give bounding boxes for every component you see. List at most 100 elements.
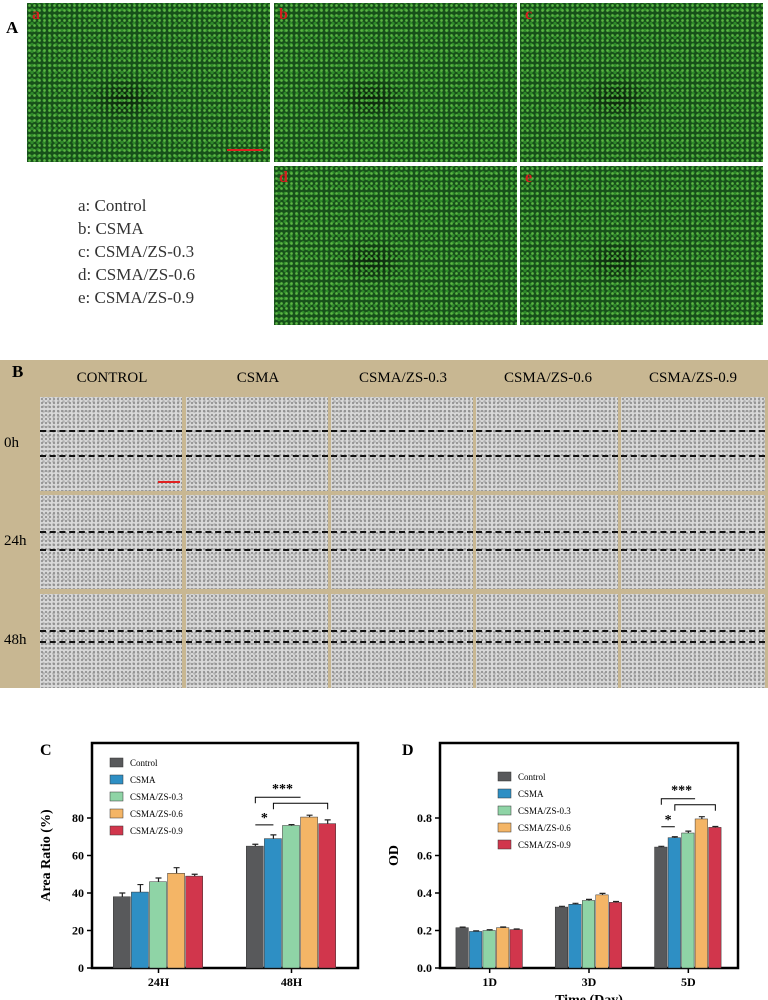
- column-header: CSMA/ZS-0.6: [504, 370, 592, 386]
- annotation: ***: [272, 782, 293, 797]
- wound-edge: [621, 430, 765, 432]
- wound-edge: [621, 455, 765, 457]
- error-bar: [486, 929, 493, 931]
- brightfield-image: [331, 594, 473, 688]
- wound-edge: [331, 531, 473, 533]
- bar: [469, 931, 483, 969]
- bar: [318, 823, 336, 969]
- legend-label: CSMA: [518, 789, 544, 799]
- wound-edge: [40, 455, 182, 457]
- legend-swatch: [109, 825, 124, 836]
- image-label: a: [32, 6, 40, 23]
- y-tick-label: 60: [72, 849, 84, 863]
- bar: [113, 896, 131, 969]
- column-header: CONTROL: [76, 370, 148, 386]
- wound-edge: [621, 531, 765, 533]
- legend-label: Control: [130, 758, 158, 768]
- y-tick-label: 20: [72, 924, 84, 938]
- error-bar: [599, 892, 606, 895]
- charts: C 0 20 40 60 80 Area Ratio (%) 24H 48H Control CSM…: [39, 741, 740, 1000]
- brightfield-image: [40, 594, 182, 688]
- bar: [496, 927, 510, 969]
- wound-edge: [186, 641, 328, 643]
- bar: [246, 845, 264, 969]
- bar: [300, 816, 318, 969]
- panel-label: B: [12, 362, 24, 381]
- error-bar: [306, 814, 313, 818]
- legend-label: CSMA/ZS-0.6: [130, 809, 183, 819]
- panel-label: D: [402, 742, 414, 759]
- bar: [554, 906, 568, 969]
- wound-edge: [476, 455, 618, 457]
- wound-edge: [186, 430, 328, 432]
- wound-edge: [331, 549, 473, 551]
- x-tick-label: 48H: [281, 975, 303, 989]
- error-bar: [513, 928, 520, 930]
- annotation: *: [261, 811, 268, 826]
- wound-edge: [621, 641, 765, 643]
- brightfield-image: [40, 397, 182, 491]
- wound-edge: [40, 549, 182, 551]
- brightfield-image: [186, 397, 328, 491]
- wound-edge: [476, 430, 618, 432]
- bar: [708, 827, 722, 969]
- error-bar: [324, 819, 331, 824]
- error-bar: [252, 843, 259, 847]
- panel-label: C: [40, 742, 52, 759]
- row-label: 24h: [4, 533, 27, 549]
- row-label: 48h: [4, 632, 27, 648]
- y-tick-label: 0.6: [417, 849, 432, 863]
- bar: [482, 930, 496, 969]
- brightfield-image: [186, 594, 328, 688]
- legend-swatch: [109, 774, 124, 785]
- legend-text: a: Control: [78, 196, 147, 215]
- wound-edge: [40, 430, 182, 432]
- bar: [455, 927, 469, 969]
- legend-label: CSMA/ZS-0.9: [518, 840, 571, 850]
- wound-edge: [331, 641, 473, 643]
- annotation: *: [665, 813, 672, 828]
- brightfield-image: [621, 397, 765, 491]
- error-bar: [500, 926, 507, 928]
- bar: [609, 902, 623, 969]
- wound-edge: [40, 641, 182, 643]
- x-tick-label: 5D: [681, 975, 696, 989]
- bar: [694, 818, 708, 969]
- legend-text: e: CSMA/ZS-0.9: [78, 288, 195, 307]
- error-bar: [288, 823, 295, 826]
- error-bar: [558, 905, 565, 908]
- wound-edge: [476, 531, 618, 533]
- wound-edge: [621, 549, 765, 551]
- error-bar: [137, 883, 144, 893]
- y-tick-label: 0.4: [417, 886, 432, 900]
- bar: [667, 837, 681, 969]
- error-bar: [572, 902, 579, 905]
- image-label: b: [279, 6, 288, 23]
- legend-label: Control: [518, 772, 546, 782]
- legend-label: CSMA/ZS-0.9: [130, 826, 183, 836]
- fluorescence-image: c: [520, 3, 763, 162]
- brightfield-image: [621, 495, 765, 589]
- error-bar: [658, 845, 665, 848]
- wound-edge: [476, 549, 618, 551]
- error-bar: [191, 873, 198, 877]
- brightfield-image: [621, 594, 765, 688]
- error-bar: [173, 867, 180, 874]
- fluorescence-image: e: [520, 166, 763, 325]
- bar: [167, 873, 185, 969]
- bar: [568, 904, 582, 969]
- wound-edge: [40, 531, 182, 533]
- image-label: e: [525, 169, 533, 186]
- brightfield-image: [476, 594, 618, 688]
- image-label: d: [279, 169, 288, 186]
- wound-edge: [476, 641, 618, 643]
- wound-edge: [331, 630, 473, 632]
- error-bar: [270, 834, 277, 839]
- column-header: CSMA/ZS-0.9: [649, 370, 737, 386]
- error-bar: [473, 930, 480, 932]
- legend-swatch: [497, 771, 512, 782]
- y-tick-label: 80: [72, 811, 84, 825]
- error-bar: [459, 926, 466, 928]
- y-tick-label: 0: [78, 961, 84, 975]
